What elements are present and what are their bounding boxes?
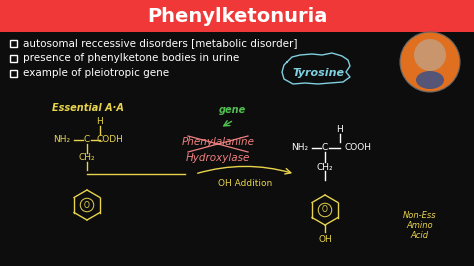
Text: COOH: COOH (345, 143, 372, 152)
Text: gene: gene (219, 105, 246, 115)
Text: Phenylketonuria: Phenylketonuria (147, 7, 327, 27)
Text: C: C (322, 143, 328, 152)
Text: OH: OH (318, 235, 332, 244)
Text: Phenylalanine: Phenylalanine (182, 137, 255, 147)
Text: O: O (84, 201, 90, 210)
Text: OH Addition: OH Addition (218, 178, 272, 188)
Text: presence of phenylketone bodies in urine: presence of phenylketone bodies in urine (23, 53, 239, 63)
Text: H: H (337, 126, 343, 135)
Text: example of pleiotropic gene: example of pleiotropic gene (23, 68, 169, 78)
Text: Essential A·A: Essential A·A (52, 103, 124, 113)
Text: O: O (322, 206, 328, 214)
Text: CODH: CODH (97, 135, 123, 144)
Bar (10, 55, 17, 61)
Text: H: H (97, 118, 103, 127)
Bar (10, 39, 17, 47)
Text: NH₂: NH₂ (54, 135, 71, 144)
Text: Acid: Acid (411, 231, 429, 239)
Text: autosomal reccessive disorders [metabolic disorder]: autosomal reccessive disorders [metaboli… (23, 38, 298, 48)
Text: C: C (84, 135, 90, 144)
Bar (10, 69, 17, 77)
Circle shape (414, 39, 446, 71)
Text: CH₂: CH₂ (317, 163, 333, 172)
Text: Hydroxylase: Hydroxylase (186, 153, 250, 163)
Ellipse shape (416, 71, 444, 89)
Text: NH₂: NH₂ (292, 143, 309, 152)
Text: Tyrosine: Tyrosine (292, 68, 344, 78)
Text: CH₂: CH₂ (79, 153, 95, 163)
Text: Amino: Amino (407, 221, 433, 230)
Circle shape (400, 32, 460, 92)
Text: Non-Ess: Non-Ess (403, 210, 437, 219)
Bar (0, 0, 474, 32)
